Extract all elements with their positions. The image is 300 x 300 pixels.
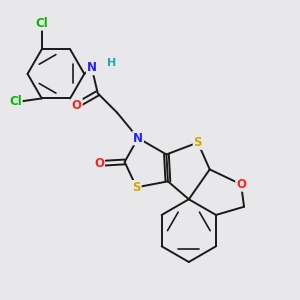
Text: S: S <box>132 181 141 194</box>
Text: N: N <box>87 61 97 74</box>
Text: H: H <box>106 58 116 68</box>
Text: O: O <box>94 157 104 170</box>
Text: O: O <box>72 99 82 112</box>
Text: Cl: Cl <box>35 17 48 30</box>
Text: O: O <box>236 178 246 191</box>
Text: Cl: Cl <box>9 95 22 108</box>
Text: S: S <box>194 136 202 149</box>
Text: N: N <box>133 132 143 145</box>
